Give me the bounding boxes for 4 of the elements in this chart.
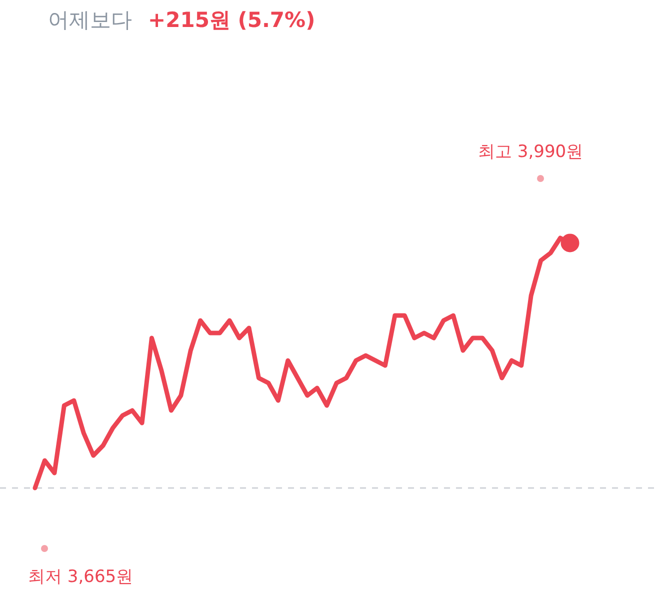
chart-subtitle: +215원 (5.7%): [148, 8, 316, 32]
text: 최고 3,990원: [478, 141, 584, 163]
chart-title: 어제보다: [48, 8, 132, 32]
text: 최저 3,665원: [28, 566, 134, 588]
